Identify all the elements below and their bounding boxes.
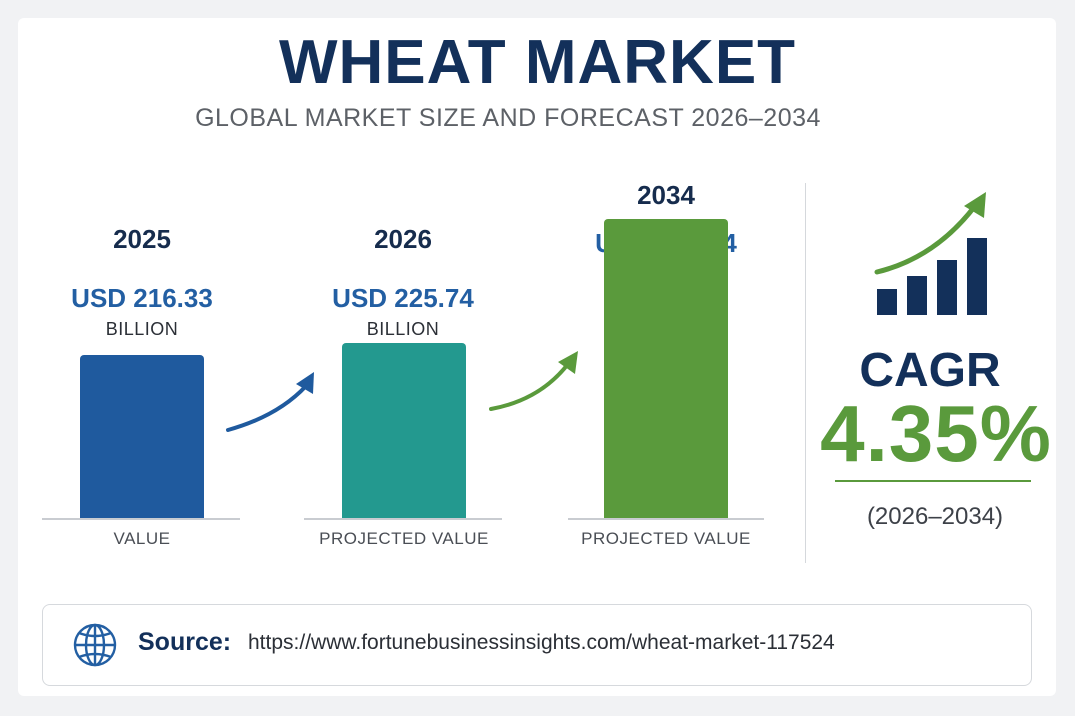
bar-2034 — [604, 219, 728, 519]
growth-arrow-icon-2 — [489, 351, 578, 411]
cagr-period: (2026–2034) — [866, 503, 1004, 530]
baseline-2034 — [568, 518, 764, 520]
value-label-2026: USD 225.74 — [332, 283, 474, 313]
bar-chart-growth-icon — [874, 192, 987, 315]
baseline-2025 — [42, 518, 240, 520]
year-label-2026: 2026 — [374, 224, 432, 254]
page-title: WHEAT MARKET — [278, 28, 797, 97]
page-subtitle: GLOBAL MARKET SIZE AND FORECAST 2026–203… — [195, 104, 821, 132]
cagr-label: CAGR — [859, 344, 1001, 397]
cagr-underline — [835, 480, 1031, 482]
unit-label-2025: BILLION — [105, 319, 179, 339]
source-label: Source: — [138, 628, 232, 656]
axis-label-2025: VALUE — [113, 529, 171, 548]
growth-arrow-icon — [226, 372, 314, 432]
bar-2025 — [80, 355, 204, 519]
axis-label-2026: PROJECTED VALUE — [319, 529, 489, 548]
vertical-divider — [805, 183, 806, 563]
baseline-2026 — [304, 518, 502, 520]
year-label-2025: 2025 — [113, 224, 171, 254]
cagr-value: 4.35% — [820, 389, 1052, 478]
unit-label-2026: BILLION — [366, 319, 440, 339]
axis-label-2034: PROJECTED VALUE — [581, 529, 751, 548]
source-box — [42, 604, 1032, 686]
value-label-2025: USD 216.33 — [71, 283, 213, 313]
globe-icon — [73, 623, 117, 667]
year-label-2034: 2034 — [637, 180, 695, 210]
bar-2026 — [342, 342, 466, 519]
source-url-link[interactable]: https://www.fortunebusinessinsights.com/… — [248, 631, 835, 654]
